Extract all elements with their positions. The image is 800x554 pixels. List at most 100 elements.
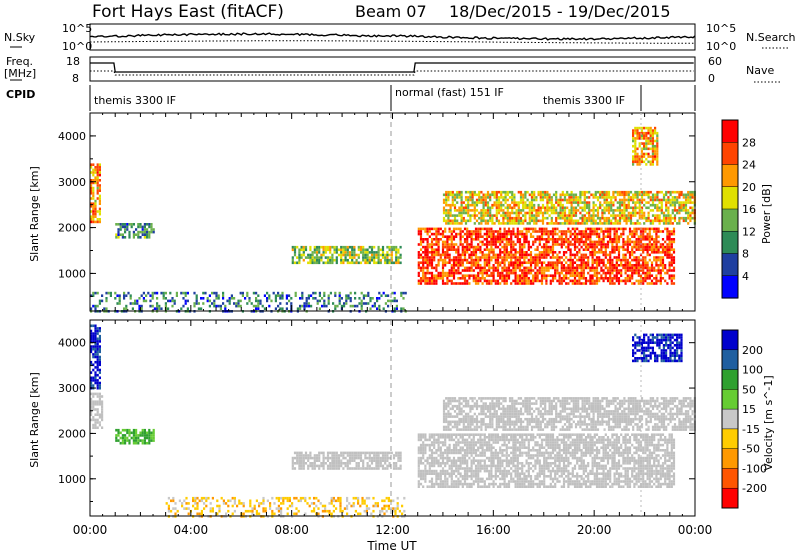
heatmap-cell <box>632 150 635 153</box>
heatmap-cell <box>92 405 95 409</box>
heatmap-cell <box>302 467 305 470</box>
heatmap-cell <box>656 131 659 135</box>
heatmap-cell <box>636 196 639 199</box>
heatmap-cell <box>535 214 538 217</box>
heatmap-cell <box>441 436 445 439</box>
heatmap-cell <box>576 269 579 272</box>
heatmap-cell <box>96 173 99 177</box>
heatmap-cell <box>505 279 508 283</box>
heatmap-cell <box>490 279 493 283</box>
heatmap-cell <box>455 235 458 238</box>
heatmap-cell <box>489 219 492 223</box>
heatmap-cell <box>582 261 585 264</box>
heatmap-cell <box>505 251 508 254</box>
heatmap-cell <box>551 277 555 280</box>
heatmap-cell <box>435 235 438 238</box>
heatmap-cell <box>565 230 568 233</box>
heatmap-cell <box>647 219 650 223</box>
heatmap-cell <box>469 219 472 223</box>
heatmap-cell <box>146 431 149 435</box>
heatmap-cell <box>578 258 581 262</box>
heatmap-cell <box>419 472 423 475</box>
heatmap-cell <box>623 211 626 215</box>
heatmap-cell <box>293 451 297 455</box>
heatmap-cell <box>656 155 659 158</box>
heatmap-cell <box>428 449 431 452</box>
heatmap-cell <box>569 230 572 233</box>
heatmap-cell <box>636 211 639 215</box>
heatmap-cell <box>426 240 429 244</box>
heatmap-cell <box>137 236 140 239</box>
heatmap-cell <box>359 456 363 460</box>
heatmap-cell <box>501 266 504 270</box>
heatmap-cell <box>626 279 629 283</box>
heatmap-cell <box>485 253 489 257</box>
heatmap-cell <box>96 340 99 343</box>
heatmap-cell <box>609 230 612 233</box>
heatmap-cell <box>437 462 440 465</box>
heatmap-cell <box>460 196 463 199</box>
heatmap-cell <box>477 266 480 270</box>
heatmap-cell <box>574 193 578 197</box>
heatmap-cell <box>422 449 425 452</box>
heatmap-cell <box>437 243 440 246</box>
heatmap-cell <box>593 253 596 257</box>
heatmap-cell <box>512 256 515 259</box>
heatmap-cell <box>638 222 641 225</box>
heatmap-cell <box>579 222 582 225</box>
heatmap-cell <box>636 134 639 138</box>
heatmap-cell <box>613 251 616 254</box>
heatmap-cell <box>344 451 347 455</box>
heatmap-cell <box>651 129 654 132</box>
heatmap-cell <box>653 245 656 249</box>
heatmap-cell <box>474 251 478 254</box>
heatmap-cell <box>631 264 634 267</box>
heatmap-cell <box>479 269 482 272</box>
heatmap-cell <box>582 274 585 277</box>
heatmap-cell <box>417 469 420 473</box>
heatmap-cell <box>395 304 398 308</box>
heatmap-cell <box>594 219 597 223</box>
heatmap-cell <box>689 196 692 199</box>
heatmap-cell <box>463 443 467 447</box>
heatmap-cell <box>142 291 145 295</box>
heatmap-cell <box>627 216 630 220</box>
heatmap-cell <box>649 190 652 194</box>
heatmap-cell <box>635 264 638 267</box>
heatmap-cell <box>375 456 378 460</box>
heatmap-cell <box>600 248 603 251</box>
heatmap-cell <box>614 222 617 225</box>
heatmap-cell <box>664 253 667 257</box>
heatmap-cell <box>504 216 507 220</box>
heatmap-cell <box>98 340 101 343</box>
heatmap-cell <box>422 462 425 465</box>
heatmap-cell <box>561 216 564 220</box>
heatmap-cell <box>517 209 520 212</box>
heatmap-cell <box>579 211 582 215</box>
heatmap-cell <box>368 251 371 254</box>
heatmap-cell <box>481 464 484 468</box>
heatmap-cell <box>386 258 389 262</box>
heatmap-cell <box>255 299 258 303</box>
heatmap-cell <box>640 147 643 151</box>
heatmap-cell <box>502 209 505 212</box>
heatmap-cell <box>640 155 643 158</box>
heatmap-cell <box>393 291 396 295</box>
heatmap-cell <box>570 203 573 207</box>
heatmap-cell <box>672 232 676 236</box>
heatmap-cell <box>624 256 627 259</box>
heatmap-cell <box>560 271 563 275</box>
heatmap-cell <box>463 482 467 486</box>
heatmap-cell <box>293 462 297 465</box>
heatmap-cell <box>535 219 538 223</box>
heatmap-cell <box>461 253 464 257</box>
heatmap-cell <box>583 216 586 220</box>
heatmap-cell <box>451 198 454 202</box>
heatmap-cell <box>139 225 142 229</box>
heatmap-cell <box>452 469 456 473</box>
heatmap-cell <box>560 277 563 280</box>
heatmap-cell <box>435 433 438 436</box>
heatmap-cell <box>584 253 588 257</box>
heatmap-cell <box>195 294 198 297</box>
heatmap-cell <box>464 209 468 212</box>
